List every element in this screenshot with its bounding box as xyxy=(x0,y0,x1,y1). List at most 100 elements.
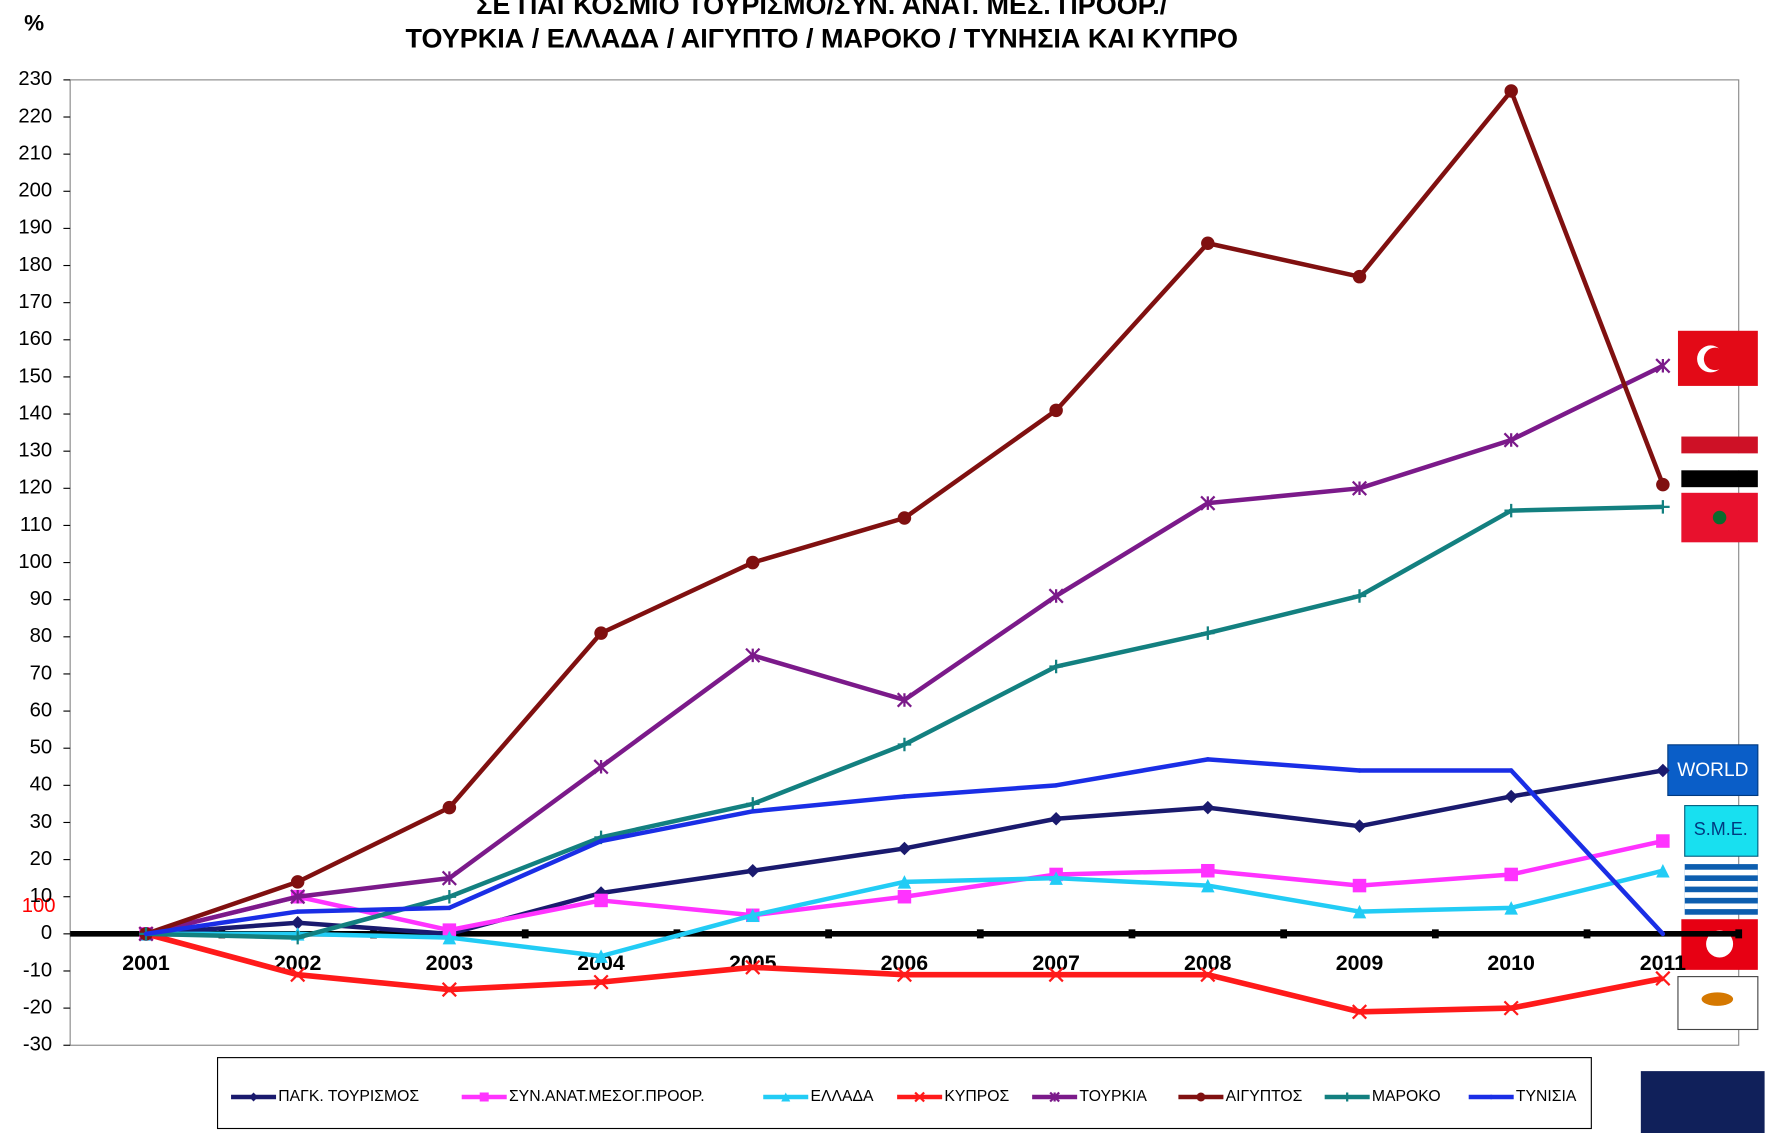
marker xyxy=(290,930,305,945)
x-tick-mark xyxy=(1431,929,1439,939)
marker xyxy=(1205,757,1211,762)
marker xyxy=(746,555,760,570)
y-tick-label: 110 xyxy=(20,514,52,536)
legend-label: ΚΥΠΡΟΣ xyxy=(944,1088,1009,1105)
y-tick-label: -10 xyxy=(23,959,52,981)
marker xyxy=(746,863,760,878)
marker xyxy=(1352,269,1367,284)
marker xyxy=(1504,84,1518,98)
flag-symbol xyxy=(1701,992,1734,1006)
y-tick-label: 180 xyxy=(18,254,52,276)
marker xyxy=(594,949,608,963)
y-tick-label: 160 xyxy=(18,328,52,350)
flag-symbol xyxy=(1712,510,1727,525)
marker xyxy=(290,915,305,930)
y-tick-label: 70 xyxy=(30,662,53,684)
marker xyxy=(442,923,457,937)
logo xyxy=(1640,1071,1765,1133)
marker xyxy=(1656,834,1670,848)
y-tick-label: 50 xyxy=(30,737,53,759)
marker xyxy=(1503,1000,1519,1016)
marker xyxy=(746,797,760,811)
flag-egypt xyxy=(1681,470,1758,488)
y-axis-label: % xyxy=(24,11,44,36)
annotation: 100 xyxy=(22,895,56,917)
flag-symbol xyxy=(1706,930,1734,958)
marker xyxy=(290,889,306,905)
marker xyxy=(447,905,452,911)
x-tick-label: 2008 xyxy=(1184,951,1232,975)
y-tick-label: 200 xyxy=(18,180,52,202)
marker xyxy=(594,893,608,908)
flag-stripe xyxy=(1684,903,1758,910)
marker xyxy=(1049,1091,1060,1103)
flag-sme xyxy=(1684,805,1759,857)
series-line xyxy=(145,931,1664,1015)
marker xyxy=(1201,236,1215,251)
marker xyxy=(914,1091,925,1103)
legend-label: ΤΟΥΡΚΙΑ xyxy=(1079,1088,1147,1105)
marker xyxy=(1342,1092,1352,1102)
y-tick-label: 190 xyxy=(18,217,52,239)
marker xyxy=(479,1092,489,1102)
marker xyxy=(781,1092,791,1102)
marker xyxy=(1352,589,1367,603)
y-tick-label: 140 xyxy=(18,402,52,424)
flags: WORLD S.M.E. xyxy=(1640,330,1765,1133)
marker xyxy=(897,875,912,889)
flag-stripe xyxy=(1684,892,1758,898)
marker xyxy=(593,759,609,775)
marker xyxy=(1352,904,1367,919)
y-tick-label: 10 xyxy=(30,885,53,907)
marker xyxy=(1656,500,1670,514)
marker xyxy=(442,930,457,945)
marker xyxy=(1201,863,1215,878)
marker xyxy=(1049,812,1063,826)
marker xyxy=(1351,1004,1368,1020)
y-tick-label: 230 xyxy=(18,68,52,90)
marker xyxy=(1200,495,1216,511)
y-tick-label: 120 xyxy=(18,477,52,499)
marker xyxy=(1048,967,1064,983)
marker xyxy=(1201,626,1215,640)
marker xyxy=(1656,477,1670,492)
legend-label: ΤΥΝΙΣΙΑ xyxy=(1516,1088,1577,1105)
flag-egypt xyxy=(1681,436,1758,454)
y-tick-label: 80 xyxy=(30,625,53,647)
x-tick-label: 2009 xyxy=(1336,951,1384,975)
legend-label: ΑΙΓΥΠΤΟΣ xyxy=(1226,1088,1303,1105)
marker xyxy=(1049,871,1063,885)
marker xyxy=(1655,358,1671,374)
marker xyxy=(1201,800,1215,815)
y-tick-label: 0 xyxy=(41,922,52,944)
marker xyxy=(897,841,912,856)
marker xyxy=(1655,970,1671,986)
marker xyxy=(442,889,457,904)
chart-title: ΤΟΥΡΚΙΑ / ΕΛΛΑΔΑ / ΑΙΓΥΠΤΟ / ΜΑΡΟΚΟ / ΤΥ… xyxy=(406,24,1238,54)
x-tick-label: 2011 xyxy=(1640,951,1686,975)
marker xyxy=(1201,878,1215,893)
marker xyxy=(1048,588,1064,604)
marker xyxy=(1488,1094,1494,1100)
y-tick-label: 170 xyxy=(18,291,52,313)
marker xyxy=(594,626,608,640)
series-line xyxy=(145,504,1663,940)
y-tick-label: -20 xyxy=(23,996,52,1018)
y-tick-label: 40 xyxy=(30,774,53,796)
marker xyxy=(1503,432,1519,448)
marker xyxy=(442,800,457,815)
marker xyxy=(593,974,609,990)
y-tick-label: 60 xyxy=(30,699,53,721)
marker xyxy=(1508,768,1514,773)
y-tick-label: 150 xyxy=(18,365,52,387)
marker xyxy=(1357,768,1362,773)
marker xyxy=(745,647,761,663)
marker xyxy=(746,908,760,923)
marker xyxy=(1352,878,1367,893)
x-tick-mark xyxy=(825,929,832,939)
marker xyxy=(290,875,305,889)
y-tick-label: 210 xyxy=(18,142,52,164)
y-tick-label: -30 xyxy=(23,1034,52,1056)
